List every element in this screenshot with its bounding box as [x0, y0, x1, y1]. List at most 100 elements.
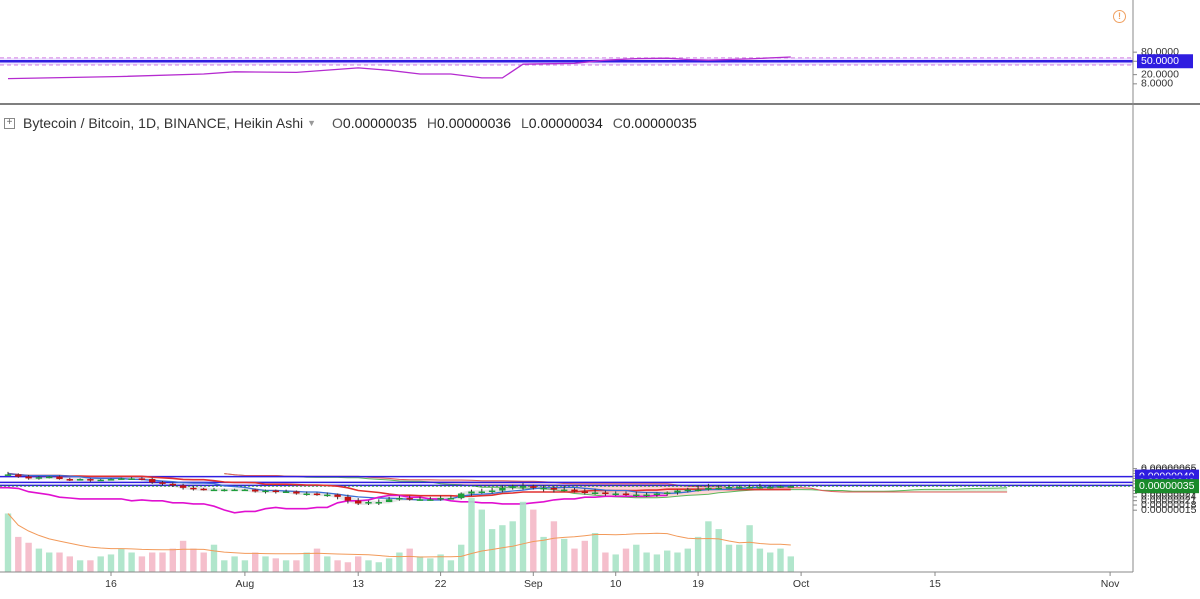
candle-body	[787, 486, 794, 488]
candle-body	[138, 478, 146, 480]
candle-body	[519, 486, 527, 488]
close-value: 0.00000035	[622, 115, 697, 131]
candle-body	[488, 490, 496, 493]
volume-bar	[35, 548, 43, 572]
legend-symbol[interactable]: Bytecoin / Bitcoin, 1D, BINANCE, Heikin …	[23, 115, 304, 131]
cloud-segment	[945, 489, 956, 492]
candle-body	[653, 493, 661, 496]
candle-body	[684, 489, 691, 492]
volume-bar	[437, 554, 444, 572]
candle-body	[715, 487, 722, 490]
x-tick-label: Nov	[1101, 578, 1120, 590]
volume-bar	[550, 521, 558, 572]
volume-bar	[241, 560, 249, 572]
candle-body	[334, 494, 341, 497]
cloud-segment	[976, 488, 987, 492]
volume-bar	[633, 544, 640, 572]
high-value: 0.00000036	[437, 115, 511, 131]
last-price-label: 0.00000035	[1139, 480, 1195, 492]
low-value: 0.00000034	[528, 115, 603, 131]
x-tick-label: 19	[692, 578, 704, 590]
alert-icon[interactable]: !	[1113, 10, 1126, 23]
volume-bar	[643, 552, 650, 572]
volume-bar	[468, 497, 475, 572]
expand-icon[interactable]: +	[4, 117, 15, 129]
volume-bar	[107, 554, 115, 572]
volume-bar	[540, 536, 547, 572]
chevron-down-icon[interactable]: ▼	[307, 118, 317, 128]
cloud-segment	[986, 488, 997, 492]
candle-body	[416, 499, 424, 501]
candle-body	[581, 491, 588, 494]
candle-body	[179, 485, 187, 488]
volume-bar	[365, 560, 372, 572]
volume-bar	[458, 544, 465, 572]
cloud-segment	[677, 484, 688, 497]
volume-bar	[324, 556, 331, 572]
candle-body	[612, 493, 619, 496]
volume-bar	[571, 548, 578, 572]
volume-bar	[56, 552, 63, 572]
rsi-line	[7, 56, 791, 80]
volume-bar	[787, 556, 794, 572]
candle-body	[406, 498, 413, 500]
volume-bar	[581, 540, 588, 572]
open-value: 0.00000035	[342, 115, 417, 131]
volume-bar	[138, 556, 146, 572]
candle-body	[447, 498, 455, 500]
volume-bar	[653, 554, 661, 572]
volume-bar	[66, 556, 73, 572]
candle-body	[643, 494, 650, 497]
candle-body	[272, 490, 279, 493]
candle-body	[736, 486, 743, 489]
candle-body	[664, 492, 671, 494]
close-label: C	[612, 115, 623, 131]
candle-body	[87, 479, 94, 481]
volume-bar	[385, 558, 393, 572]
x-tick-label: 16	[105, 578, 117, 590]
high-label: H	[426, 115, 438, 131]
rsi-tick-label: 50.0000	[1141, 55, 1179, 67]
volume-bar	[622, 548, 630, 572]
candle-body	[159, 482, 166, 484]
candle-body	[149, 479, 156, 483]
x-tick-label: Sep	[524, 578, 543, 590]
candle-body	[427, 499, 434, 501]
volume-bar	[87, 560, 94, 572]
candle-body	[622, 493, 630, 496]
rsi-level-badge	[1137, 54, 1193, 69]
candle-body	[365, 502, 372, 504]
volume-bar	[272, 558, 279, 572]
candle-body	[767, 486, 774, 489]
rsi-tick-label: 20.0000	[1141, 68, 1179, 80]
volume-bar	[303, 552, 310, 572]
volume-bar	[159, 552, 166, 572]
x-tick-label: 22	[435, 578, 447, 590]
candle-body	[66, 479, 73, 481]
volume-bar	[684, 548, 691, 572]
volume-bar	[200, 552, 207, 572]
volume-bar	[190, 548, 197, 572]
candle-body	[571, 489, 578, 492]
volume-bar	[664, 550, 671, 572]
volume-bar	[344, 562, 352, 572]
cloud-segment	[996, 487, 1008, 492]
volume-bar	[396, 552, 403, 572]
candle-body	[282, 491, 290, 494]
candle-body	[437, 498, 444, 500]
candle-body	[756, 486, 764, 489]
volume-bar	[602, 552, 609, 572]
volume-bar	[169, 548, 176, 572]
volume-bar	[499, 525, 506, 572]
candle-body	[509, 486, 516, 488]
volume-moving-average	[7, 513, 791, 558]
volume-bar	[478, 509, 485, 572]
candle-body	[344, 496, 352, 501]
candle-body	[4, 474, 12, 476]
candle-body	[97, 479, 104, 482]
volume-bar	[313, 548, 321, 572]
volume-bar	[118, 548, 125, 572]
candle-body	[169, 483, 176, 486]
volume-bar	[97, 556, 104, 572]
candle-body	[499, 487, 506, 491]
